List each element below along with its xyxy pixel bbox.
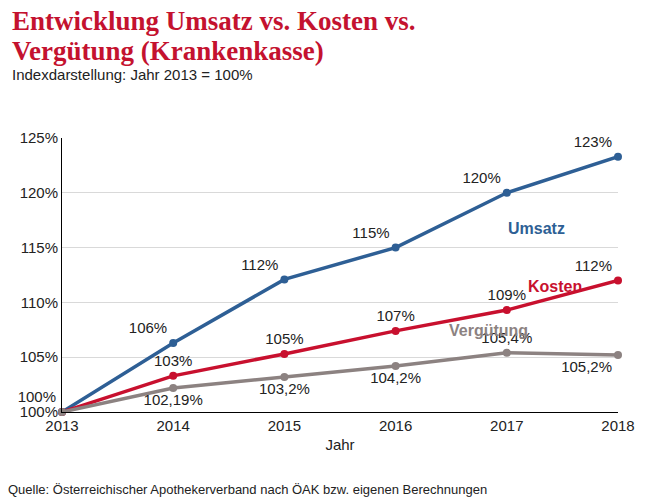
svg-text:Jahr: Jahr	[325, 436, 354, 453]
svg-text:105,2%: 105,2%	[561, 358, 612, 375]
svg-text:Vergütung: Vergütung	[449, 322, 528, 339]
svg-text:100%: 100%	[20, 403, 58, 420]
svg-text:105%: 105%	[265, 330, 303, 347]
svg-text:2017: 2017	[490, 417, 523, 434]
svg-text:103,2%: 103,2%	[259, 380, 310, 397]
svg-text:110%: 110%	[21, 294, 58, 311]
svg-text:106%: 106%	[129, 319, 167, 336]
svg-text:105%: 105%	[20, 348, 58, 365]
svg-text:2014: 2014	[157, 417, 190, 434]
svg-text:120%: 120%	[20, 184, 58, 201]
svg-text:2013: 2013	[45, 417, 78, 434]
svg-text:2016: 2016	[379, 417, 412, 434]
svg-text:Kosten: Kosten	[528, 278, 582, 295]
svg-text:125%: 125%	[20, 129, 58, 146]
svg-text:115%: 115%	[352, 224, 389, 241]
svg-text:2015: 2015	[268, 417, 301, 434]
html-text:Entwicklung Umsatz vs. Kosten: Entwicklung Umsatz vs. Kosten vs. Vergüt…	[12, 6, 416, 66]
svg-text:Umsatz: Umsatz	[508, 220, 565, 237]
svg-text:123%: 123%	[574, 133, 612, 150]
html-text:Indexdarstellung: Jahr 2013 =: Indexdarstellung: Jahr 2013 = 100%	[12, 66, 253, 83]
svg-text:109%: 109%	[488, 286, 526, 303]
svg-text:112%: 112%	[241, 256, 278, 273]
svg-text:104,2%: 104,2%	[370, 369, 421, 386]
svg-text:105,4%: 105,4%	[481, 329, 532, 346]
svg-text:2018: 2018	[601, 417, 634, 434]
svg-text:102,19%: 102,19%	[144, 391, 203, 408]
svg-text:115%: 115%	[21, 239, 58, 256]
svg-text:107%: 107%	[376, 307, 414, 324]
svg-text:120%: 120%	[462, 169, 500, 186]
svg-text:103%: 103%	[154, 352, 192, 369]
html-text:Quelle: Österreichischer Apoth: Quelle: Österreichischer Apothekerverban…	[8, 482, 488, 497]
svg-text:100%: 100%	[18, 388, 56, 405]
svg-text:112%: 112%	[575, 257, 612, 274]
